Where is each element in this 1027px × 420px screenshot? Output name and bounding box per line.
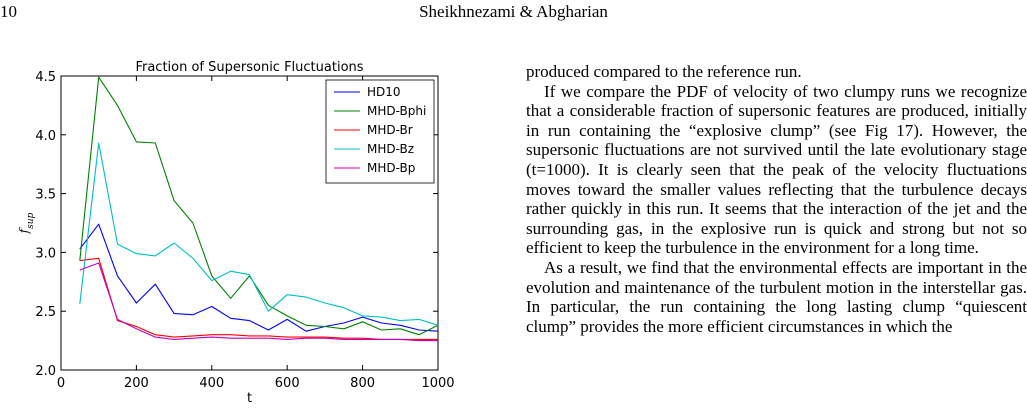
legend-label: MHD-Bz (367, 142, 414, 156)
series-line-mhd-bp (79, 262, 438, 342)
chart-legend: HD10 MHD-Bphi MHD-Br MHD-Bz MHD-Bp (325, 79, 435, 184)
x-tick-label: 200 (124, 376, 149, 391)
paragraph-2: If we compare the PDF of velocity of two… (526, 81, 1027, 258)
chart-series (79, 76, 439, 342)
legend-label: HD10 (367, 85, 401, 99)
y-tick-label: 2.5 (35, 305, 56, 320)
chart-axes: 0 200 400 600 800 1000 2.0 2.5 3.0 3.5 4.0 4.5 Fract… (17, 60, 455, 406)
legend-label: MHD-Bp (367, 161, 415, 175)
legend-box (325, 79, 435, 184)
chart-title: Fraction of Supersonic Fluctuations (135, 60, 363, 75)
plot-frame (60, 75, 439, 371)
y-tick-label: 3.0 (35, 246, 56, 261)
series-line-hd10 (79, 223, 439, 332)
legend-label: MHD-Bphi (367, 104, 426, 118)
page-number: 10 (0, 2, 17, 21)
y-tick-label: 2.0 (35, 364, 56, 379)
x-tick-label: 1000 (421, 376, 454, 391)
x-tick-label: 0 (57, 376, 65, 391)
legend-label: MHD-Br (367, 123, 413, 137)
running-header: Sheikhnezami & Abgharian (419, 2, 608, 21)
supersonic-fraction-chart: 0 200 400 600 800 1000 2.0 2.5 3.0 3.5 4.0 4.5 Fract… (17, 60, 455, 406)
x-tick-label: 400 (199, 376, 224, 391)
y-axis-label: fsup (17, 212, 36, 234)
series-line-mhd-bz (79, 142, 439, 326)
series-line-mhd-bphi (79, 76, 439, 336)
body-text-column: produced compared to the reference run. … (526, 62, 1027, 336)
y-tick-label: 4.5 (35, 70, 56, 85)
paragraph-1: produced compared to the reference run. (526, 62, 802, 81)
x-tick-label: 800 (350, 376, 375, 391)
x-axis-label: t (247, 391, 252, 406)
y-tick-label: 3.5 (35, 188, 56, 203)
x-tick-label: 600 (275, 376, 300, 391)
y-tick-label: 4.0 (35, 129, 56, 144)
paragraph-3: As a result, we find that the environmen… (526, 257, 1027, 336)
